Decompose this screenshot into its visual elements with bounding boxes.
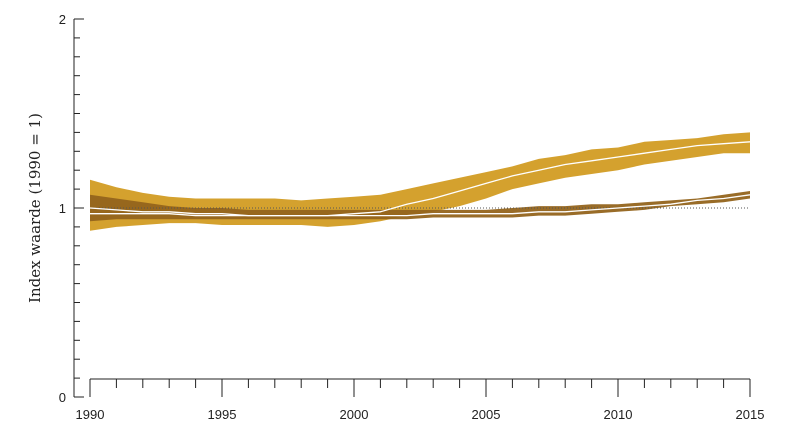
y-tick-label: 0 [59,390,66,405]
bands-layer [89,132,751,231]
y-tick-label: 1 [59,201,66,216]
series-2-center-line [90,194,751,217]
series-1-center-line [89,141,751,217]
x-tick-label: 2000 [340,407,369,422]
x-tick-label: 2005 [472,407,501,422]
series-1-band [90,132,750,231]
x-tick-label: 1995 [208,407,237,422]
y-axis-title: Index waarde (1990 = 1) [26,113,44,303]
series-2-band [90,191,750,222]
x-tick-label: 1990 [76,407,105,422]
axes-layer: 0 1 2 1990 1995 2000 2005 2010 2015 [59,12,765,422]
x-tick-label: 2015 [736,407,765,422]
y-tick-label: 2 [59,12,66,27]
x-tick-label: 2010 [604,407,633,422]
